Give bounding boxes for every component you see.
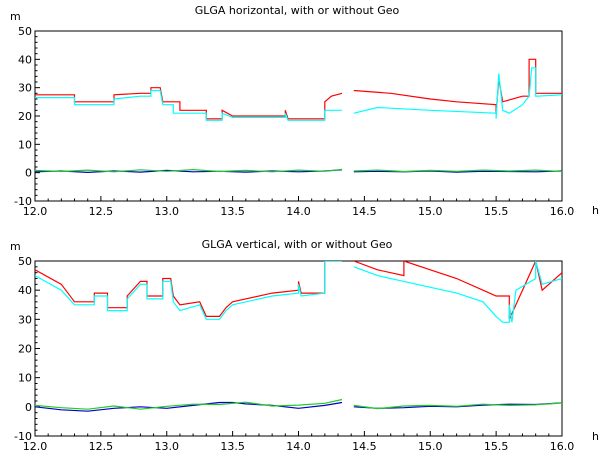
x-tick-label: 13.5 [220, 205, 245, 218]
series-line [35, 67, 562, 121]
y-tick-label: 10 [18, 372, 32, 385]
x-tick-label: 14.5 [352, 205, 377, 218]
x-tick-label: 14.0 [286, 205, 311, 218]
series-line [35, 58, 562, 120]
series-line [35, 168, 562, 173]
x-tick-label: 14.0 [286, 440, 311, 450]
chart-title: GLGA horizontal, with or without Geo [195, 4, 400, 17]
series-line [35, 261, 562, 323]
x-tick-label: 15.5 [484, 440, 509, 450]
y-tick-label: 10 [18, 138, 32, 151]
series-line [35, 398, 562, 410]
plot-area: 12.0 12.5 13.0 13.5 14.0 14.5 15.0 15.5 16.0 -10 0… [14, 255, 574, 450]
x-tick-label: 12.0 [23, 440, 48, 450]
chart-title: GLGA vertical, with or without Geo [202, 238, 393, 251]
x-tick-label: 15.0 [418, 205, 443, 218]
y-tick-label: 0 [25, 401, 32, 414]
y-tick-label: -10 [14, 195, 32, 208]
series-line [35, 169, 562, 174]
y-tick-label: 30 [18, 313, 32, 326]
y-axis-unit: m [10, 240, 21, 253]
x-tick-label: 12.5 [89, 205, 114, 218]
y-tick-label: 50 [18, 25, 32, 38]
plot-area: 12.0 12.5 13.0 13.5 14.0 14.5 15.0 15.5 16.0 -10 0… [14, 25, 574, 218]
x-tick-label: 15.0 [418, 440, 443, 450]
y-tick-label: 40 [18, 284, 32, 297]
vertical-chart: GLGA vertical, with or without Geo m h 1… [10, 238, 599, 450]
plot-frame [34, 30, 563, 202]
y-tick-label: 50 [18, 255, 32, 268]
x-tick-label: 15.5 [484, 205, 509, 218]
x-tick-label: 16.0 [550, 440, 575, 450]
x-tick-label: 13.5 [220, 440, 245, 450]
x-axis-unit: h [592, 204, 599, 217]
x-tick-label: 14.5 [352, 440, 377, 450]
x-tick-label: 16.0 [550, 205, 575, 218]
y-tick-label: 40 [18, 53, 32, 66]
x-tick-label: 13.0 [155, 205, 180, 218]
horizontal-chart: GLGA horizontal, with or without Geo m h… [10, 4, 599, 218]
x-tick-label: 13.0 [155, 440, 180, 450]
y-tick-label: 0 [25, 167, 32, 180]
x-axis-unit: h [592, 430, 599, 443]
y-tick-label: 20 [18, 110, 32, 123]
x-tick-label: 12.0 [23, 205, 48, 218]
y-tick-label: 20 [18, 343, 32, 356]
x-tick-label: 12.5 [89, 440, 114, 450]
y-axis-unit: m [10, 10, 21, 23]
y-tick-label: 30 [18, 82, 32, 95]
y-tick-label: -10 [14, 430, 32, 443]
